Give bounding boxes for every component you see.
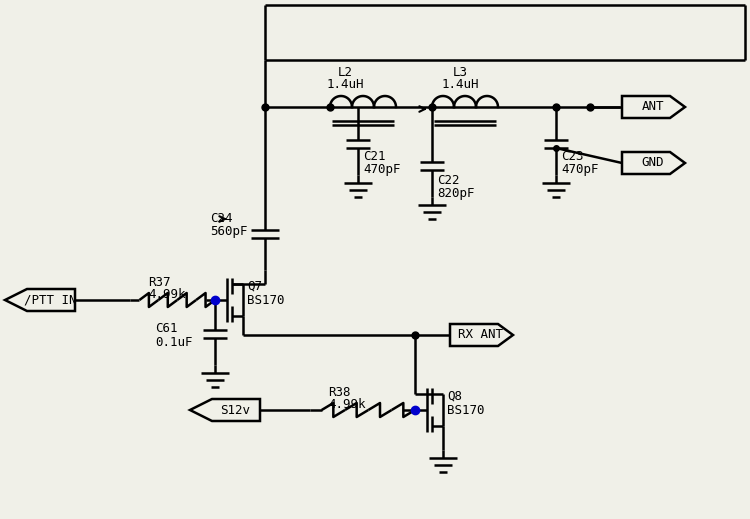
Text: Q7: Q7 (247, 280, 262, 293)
Text: 820pF: 820pF (437, 186, 475, 199)
Text: S12v: S12v (220, 403, 250, 417)
Text: 4.99k: 4.99k (148, 288, 185, 301)
Text: 1.4uH: 1.4uH (326, 78, 364, 91)
Text: BS170: BS170 (447, 403, 485, 417)
Text: L3: L3 (452, 65, 467, 78)
Text: GND: GND (642, 157, 664, 170)
Text: C61: C61 (155, 321, 178, 335)
Polygon shape (5, 289, 75, 311)
Polygon shape (450, 324, 513, 346)
Text: ANT: ANT (642, 101, 664, 114)
Polygon shape (622, 152, 685, 174)
Text: R38: R38 (328, 386, 350, 399)
Text: 1.4uH: 1.4uH (441, 78, 479, 91)
Text: C22: C22 (437, 174, 460, 187)
Text: BS170: BS170 (247, 294, 284, 307)
Text: C23: C23 (561, 151, 584, 163)
Text: 0.1uF: 0.1uF (155, 335, 193, 348)
Polygon shape (190, 399, 260, 421)
Text: C24: C24 (210, 212, 232, 225)
Text: Q8: Q8 (447, 389, 462, 403)
Text: L2: L2 (338, 65, 352, 78)
Text: /PTT IN: /PTT IN (24, 294, 76, 307)
Text: 470pF: 470pF (561, 162, 598, 175)
Text: 470pF: 470pF (363, 162, 401, 175)
Polygon shape (622, 96, 685, 118)
Text: 4.99k: 4.99k (328, 398, 365, 411)
Text: C21: C21 (363, 151, 386, 163)
Text: R37: R37 (148, 276, 170, 289)
Text: 560pF: 560pF (210, 225, 248, 239)
Text: RX ANT: RX ANT (458, 329, 503, 342)
